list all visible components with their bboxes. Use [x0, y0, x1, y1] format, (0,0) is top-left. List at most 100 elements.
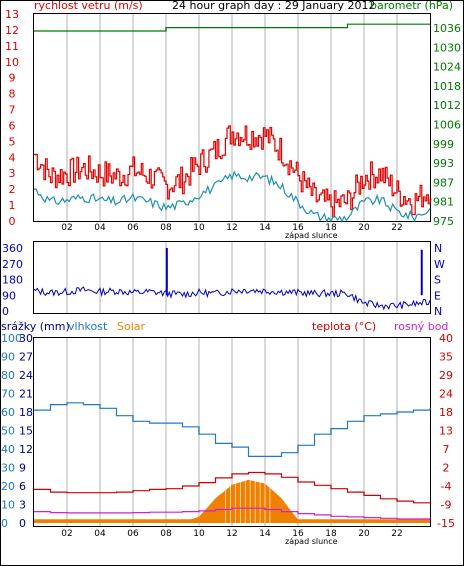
- direction-compass-label: E: [434, 289, 441, 302]
- time-tick-label: 02: [61, 529, 72, 539]
- time-tick-label: 16: [292, 223, 304, 233]
- wind-speed-tick-label: 5: [9, 135, 16, 148]
- chart-title: 24 hour graph day : 29 January 2012: [172, 0, 376, 12]
- pressure-line: [34, 23, 430, 32]
- time-tick-label: 04: [94, 529, 106, 539]
- wind-speed-tick-label: 1: [9, 199, 16, 212]
- direction-compass-label: N: [434, 242, 442, 255]
- time-tick-label: 08: [160, 223, 172, 233]
- wind-gust-line: [34, 125, 432, 218]
- direction-degree-label: 270: [2, 258, 23, 271]
- rain-tick-label: 27: [19, 351, 33, 364]
- rain-tick-label: 0: [19, 517, 26, 530]
- humidity-line: [34, 402, 431, 457]
- pressure-tick-label: 999: [433, 138, 454, 151]
- legend-solar: Solar: [117, 320, 146, 333]
- time-tick-label: 12: [226, 223, 237, 233]
- wind-speed-tick-label: 8: [9, 88, 16, 101]
- direction-compass-label: W: [434, 258, 445, 271]
- direction-degree-label: 0: [2, 305, 9, 318]
- temperature-tick-label: 40: [439, 332, 453, 345]
- wind-average-line: [33, 170, 431, 223]
- time-tick-label: 20: [358, 223, 370, 233]
- humidity-tick-label: 20: [1, 480, 15, 493]
- time-tick-label: 18: [325, 529, 337, 539]
- temp-time-ticks: 02 04 06 08 10 12 14 16 18 20 22: [61, 529, 402, 539]
- wind-speed-tick-label: 7: [9, 104, 16, 117]
- time-tick-label: 22: [391, 223, 402, 233]
- wind-speed-tick-label: 9: [9, 72, 16, 85]
- wind-speed-axis-title: rychlost vetru (m/s): [34, 0, 143, 12]
- direction-degree-label: 90: [2, 289, 16, 302]
- solar-area: [34, 479, 430, 523]
- time-tick-label: 02: [61, 223, 72, 233]
- time-tick-label: 22: [391, 529, 402, 539]
- time-tick-label: 14: [259, 223, 271, 233]
- rain-tick-label: 24: [19, 369, 33, 382]
- dew-point-line: [34, 507, 431, 520]
- temperature-tick-label: -15: [437, 517, 455, 530]
- time-tick-label: 10: [193, 529, 205, 539]
- rain-tick-label: 12: [19, 443, 33, 456]
- wind-speed-tick-label: 0: [9, 215, 16, 228]
- humidity-tick-label: 50: [1, 425, 15, 438]
- rain-tick-label: 30: [19, 332, 33, 345]
- pressure-axis-title: barometr (hPa): [370, 0, 453, 12]
- temperature-tick-label: 35: [439, 351, 453, 364]
- direction-degree-ticks: 360 270 180 90 0: [2, 242, 23, 318]
- temp-series: [34, 402, 431, 523]
- wind-series: [33, 23, 432, 223]
- direction-gridlines: [66, 242, 398, 313]
- temperature-tick-label: -9: [441, 499, 452, 512]
- rain-tick-label: 3: [19, 499, 26, 512]
- wind-gridlines: [66, 14, 398, 221]
- legend-rosny-bod: rosný bod: [394, 320, 448, 333]
- direction-degree-label: 360: [2, 242, 23, 255]
- time-tick-label: 06: [127, 223, 139, 233]
- temp-humidity-chart: srážky (mm) vlhkost Solar teplota (°C) r…: [1, 320, 455, 546]
- sunset-label-top: západ slunce: [285, 231, 338, 240]
- wind-speed-tick-label: 6: [9, 119, 16, 132]
- pressure-tick-label: 1018: [433, 80, 461, 93]
- wind-direction-line: [33, 286, 431, 311]
- humidity-tick-label: 30: [1, 462, 15, 475]
- direction-compass-label: S: [434, 274, 441, 287]
- wind-time-ticks: 02 04 06 08 10 12 14 16 18 20 22: [61, 223, 402, 233]
- direction-series: [33, 248, 431, 311]
- wind-speed-tick-label: 12: [5, 24, 19, 37]
- pressure-tick-label: 987: [433, 176, 454, 189]
- humidity-tick-label: 90: [1, 351, 15, 364]
- rain-tick-label: 21: [19, 388, 33, 401]
- time-tick-label: 14: [259, 529, 271, 539]
- time-tick-label: 16: [292, 529, 304, 539]
- time-tick-label: 10: [193, 223, 205, 233]
- sunset-label-bottom: západ slunce: [285, 537, 338, 546]
- humidity-tick-label: 100: [1, 332, 22, 345]
- legend-teplota: teplota (°C): [312, 320, 376, 333]
- rain-tick-label: 6: [19, 480, 26, 493]
- rain-tick-label: 18: [19, 406, 33, 419]
- humidity-tick-label: 70: [1, 388, 15, 401]
- pressure-tick-label: 981: [433, 196, 454, 209]
- legend-vlhkost: vlhkost: [68, 320, 108, 333]
- temperature-tick-label: 24: [439, 388, 453, 401]
- pressure-tick-label: 1036: [433, 22, 461, 35]
- wind-speed-tick-label: 2: [9, 183, 16, 196]
- rain-tick-label: 9: [19, 462, 26, 475]
- rain-tick-label: 15: [19, 425, 33, 438]
- wind-speed-tick-label: 4: [9, 151, 16, 164]
- pressure-tick-label: 1024: [433, 61, 461, 74]
- temperature-tick-label: 13: [439, 425, 453, 438]
- temperature-line: [34, 471, 430, 504]
- temperature-tick-label: -4: [441, 480, 452, 493]
- time-tick-label: 04: [94, 223, 106, 233]
- humidity-tick-label: 60: [1, 406, 15, 419]
- temperature-tick-label: 2: [443, 462, 450, 475]
- legend-srazky: srážky (mm): [1, 320, 70, 333]
- pressure-tick-label: 1030: [433, 41, 461, 54]
- time-tick-label: 18: [325, 223, 337, 233]
